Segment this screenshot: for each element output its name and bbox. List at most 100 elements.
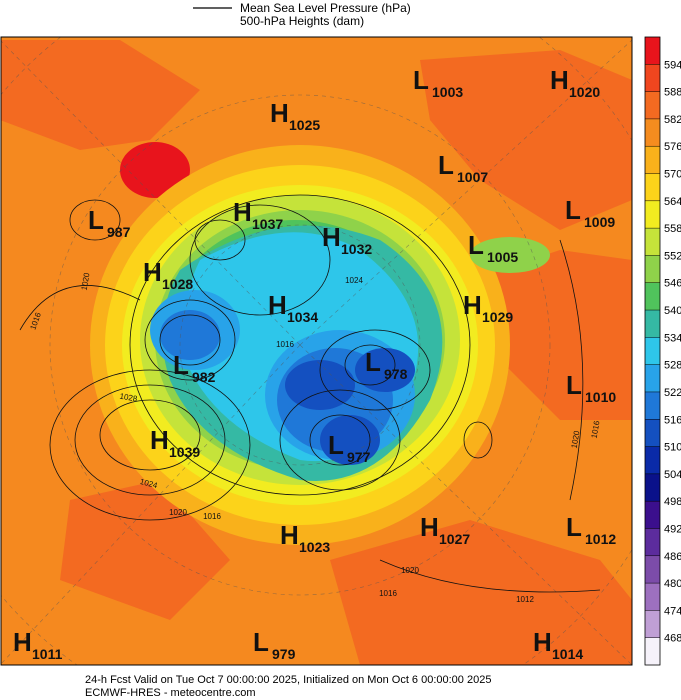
center-letter: L — [438, 150, 454, 180]
center-pressure: 1034 — [287, 309, 318, 325]
center-pressure: 1014 — [552, 646, 583, 662]
center-letter: H — [420, 512, 439, 542]
center-letter: H — [270, 98, 289, 128]
center-letter: L — [173, 350, 189, 380]
center-letter: H — [322, 222, 341, 252]
colorbar-label: 552 — [664, 250, 681, 262]
center-pressure: 1025 — [289, 117, 320, 133]
center-letter: L — [413, 65, 429, 95]
center-letter: H — [150, 425, 169, 455]
height-region — [320, 415, 380, 465]
colorbar-cell — [645, 200, 660, 229]
center-letter: H — [13, 627, 32, 657]
isobar — [144, 299, 236, 381]
center-pressure: 978 — [384, 366, 408, 382]
colorbar-cell — [645, 37, 660, 65]
graticule — [299, 39, 632, 346]
center-pressure: 1023 — [299, 539, 330, 555]
height-region — [60, 480, 230, 620]
colorbar-label: 486 — [664, 551, 681, 563]
legend-line-label: Mean Sea Level Pressure (hPa) — [240, 1, 411, 15]
colorbar-label: 468 — [664, 633, 681, 645]
colorbar-label: 498 — [664, 496, 681, 508]
colorbar-label: 504 — [664, 469, 681, 481]
colorbar-cell — [645, 282, 660, 311]
center-letter: L — [468, 230, 484, 260]
isobar — [69, 199, 121, 241]
isobar — [463, 421, 493, 459]
colorbar-label: 582 — [664, 114, 681, 126]
contour-label: 1020 — [401, 566, 419, 575]
isobar — [279, 389, 401, 491]
isobar — [379, 559, 601, 593]
isobar — [49, 369, 251, 521]
map-frame — [0, 36, 633, 666]
contour-label: 1016 — [203, 512, 221, 521]
center-pressure: 1011 — [32, 646, 63, 662]
colorbar-cell — [645, 364, 660, 393]
height-region — [420, 50, 632, 230]
colorbar-label: 510 — [664, 442, 681, 454]
colorbar-label: 540 — [664, 305, 681, 317]
center-letter: L — [365, 347, 381, 377]
height-region — [470, 237, 550, 273]
contour-label: 1028 — [119, 392, 139, 404]
colorbar-cell — [645, 528, 660, 557]
contour-label: 1012 — [516, 595, 534, 604]
center-pressure: 1037 — [252, 216, 283, 232]
center-pressure: 977 — [347, 449, 371, 465]
colorbar-cell — [645, 419, 660, 448]
height-region — [285, 360, 355, 410]
center-pressure: 1039 — [169, 444, 200, 460]
contour-label: 1016 — [379, 589, 397, 598]
contour-label: 1024 — [345, 276, 363, 285]
contour-label: 1016 — [590, 419, 602, 439]
center-letter: L — [328, 430, 344, 460]
center-pressure: 1012 — [585, 531, 616, 547]
colorbar-cell — [645, 637, 660, 666]
center-pressure: 1020 — [569, 84, 600, 100]
colorbar-cell — [645, 446, 660, 475]
center-pressure: 1028 — [162, 276, 193, 292]
colorbar-cell — [645, 228, 660, 256]
colorbar-cell — [645, 146, 660, 175]
height-region — [120, 142, 190, 198]
colorbar-label: 534 — [664, 332, 681, 344]
center-pressure: 1032 — [341, 241, 372, 257]
center-pressure: 1029 — [482, 309, 513, 325]
colorbar: 594 588 582 576 570 564 558 552 546 540 534 528 522 5… — [644, 36, 681, 666]
contour-label: 1020 — [169, 508, 187, 517]
center-letter: L — [566, 370, 582, 400]
center-pressure: 1009 — [584, 214, 615, 230]
isobar — [74, 384, 226, 496]
height-region — [1, 40, 200, 150]
colorbar-label: 570 — [664, 169, 681, 181]
colorbar-cell — [645, 583, 660, 611]
contour-label: 1020 — [80, 271, 92, 291]
isobar — [19, 285, 141, 331]
graticule — [49, 94, 551, 596]
colorbar-cell — [645, 501, 660, 529]
height-region — [470, 250, 632, 420]
graticule — [1, 344, 301, 665]
colorbar-label: 546 — [664, 278, 681, 290]
colorbar-cell — [645, 473, 660, 502]
isobar — [159, 314, 221, 366]
colorbar-cell — [645, 118, 660, 147]
isobar — [559, 239, 584, 501]
center-pressure: 987 — [107, 224, 131, 240]
colorbar-cell — [645, 310, 660, 338]
colorbar-cell — [645, 555, 660, 584]
colorbar-label: 558 — [664, 223, 681, 235]
center-pressure: 979 — [272, 646, 296, 662]
center-pressure: 1007 — [457, 169, 488, 185]
height-region — [355, 348, 415, 392]
contour-label: 1016 — [276, 340, 294, 349]
colorbar-label: 564 — [664, 196, 681, 208]
center-letter: H — [143, 257, 162, 287]
graticule — [179, 224, 421, 466]
center-letter: H — [533, 627, 552, 657]
